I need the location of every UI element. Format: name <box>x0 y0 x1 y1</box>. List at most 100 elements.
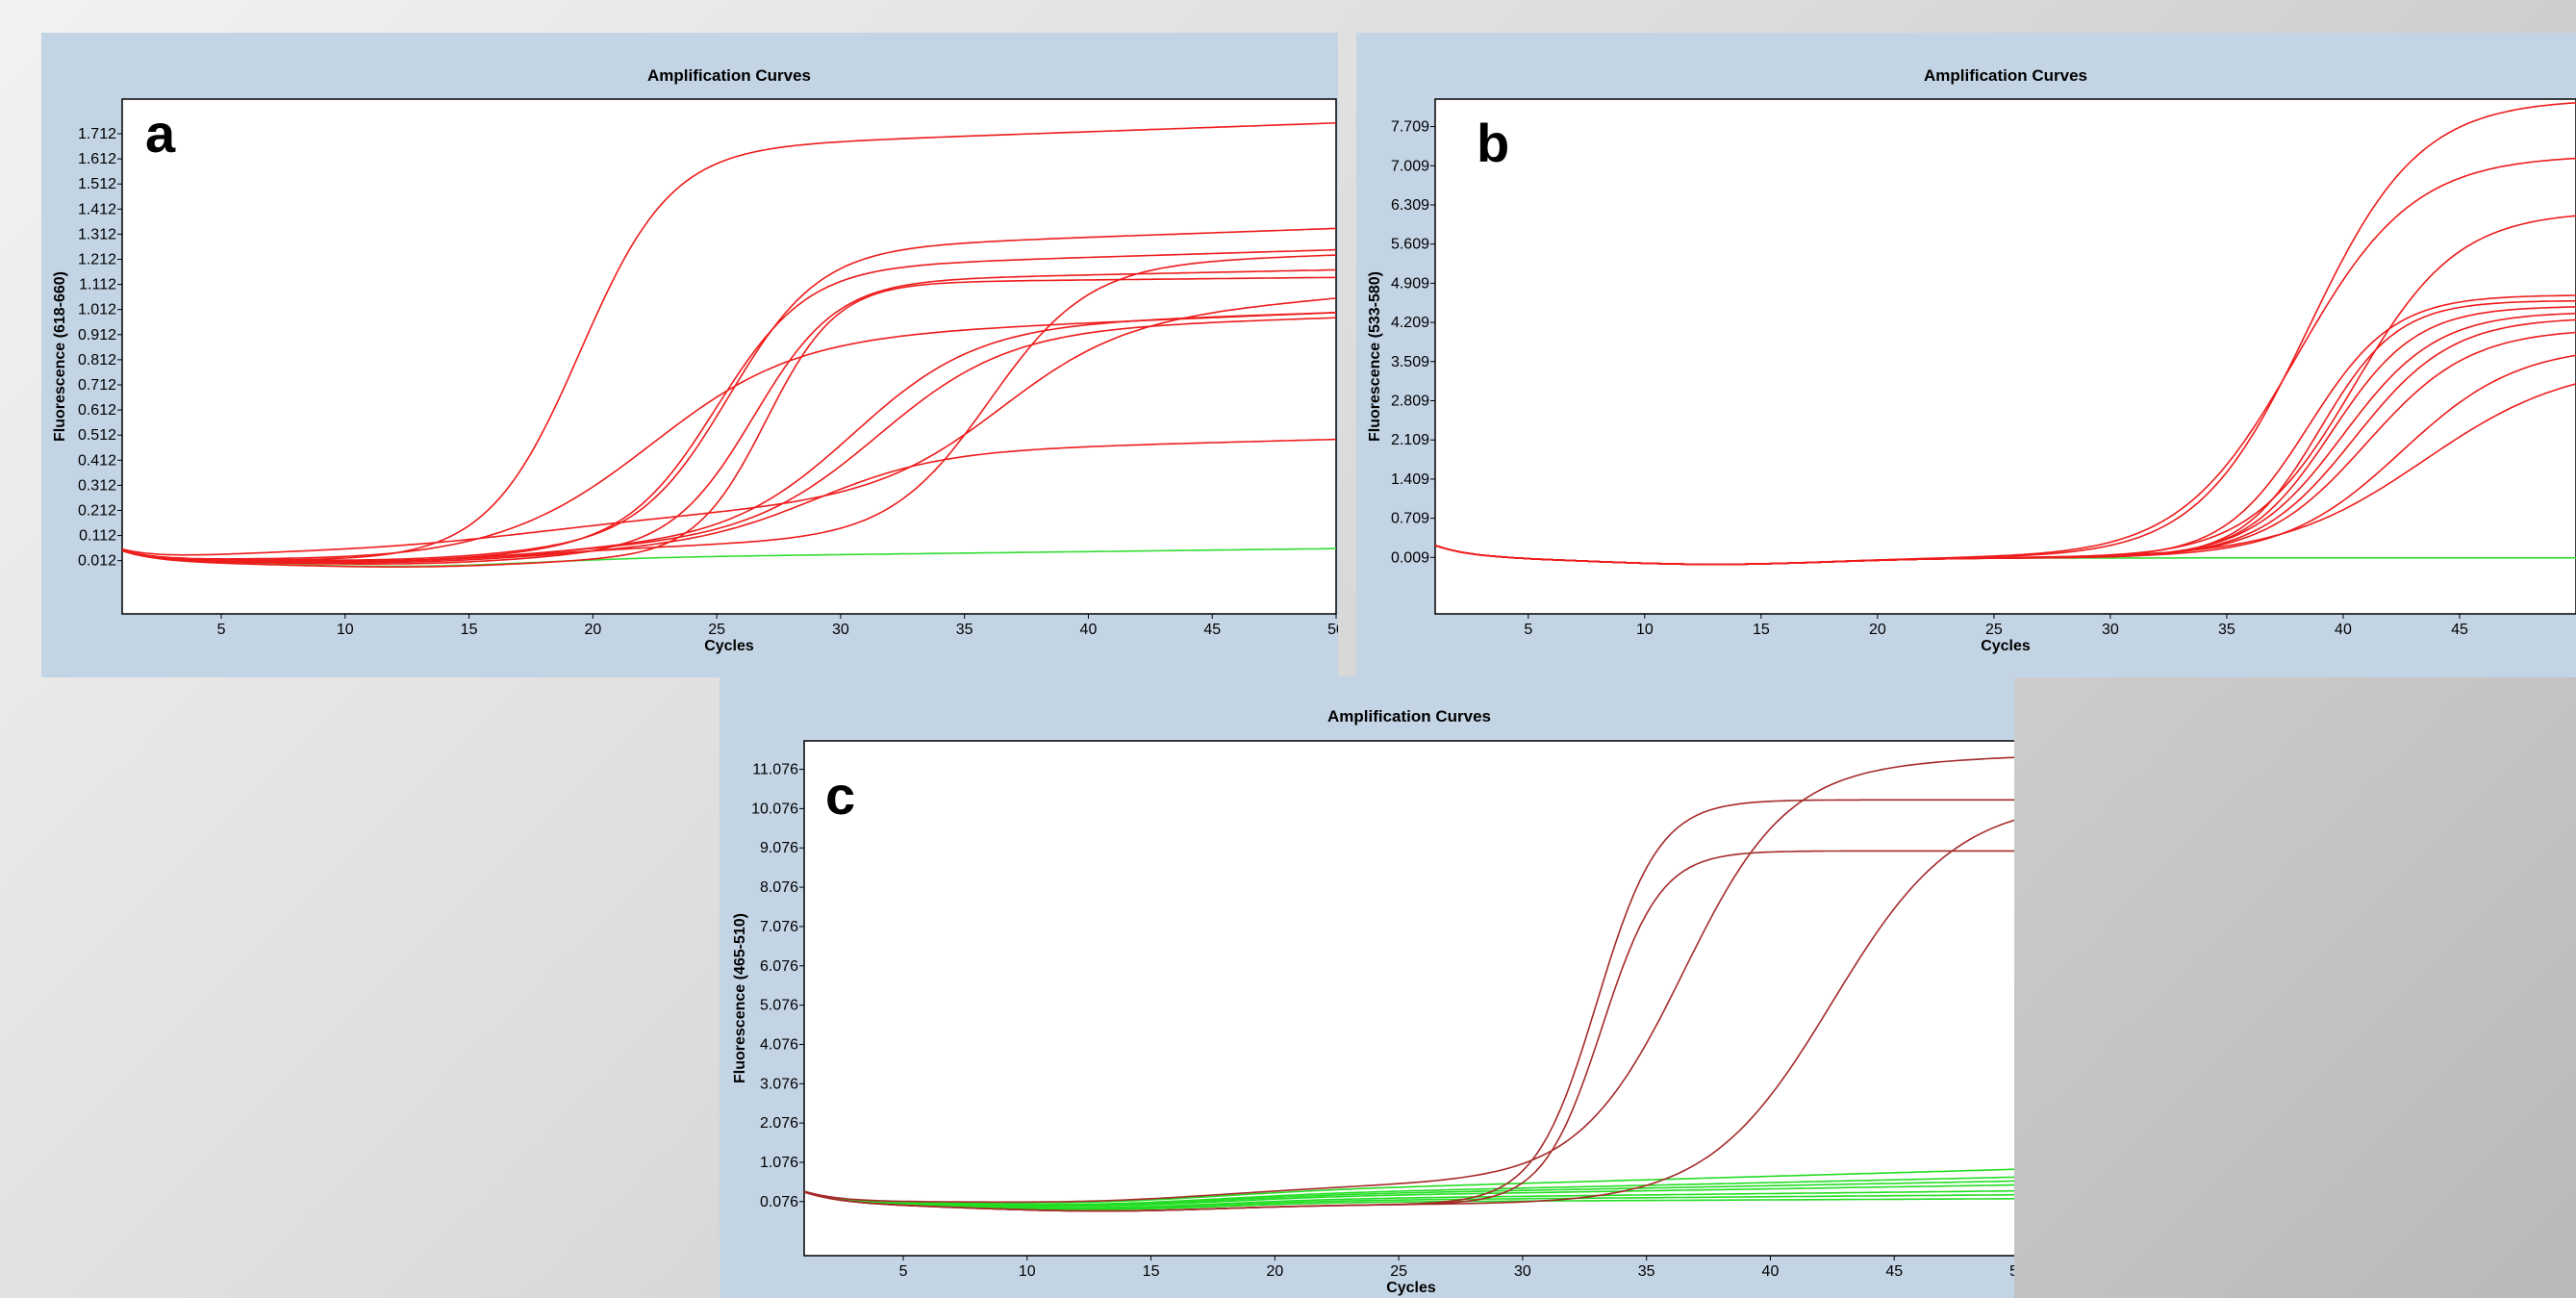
y-tick-label: 6.076 <box>760 958 798 975</box>
x-tick-label: 50 <box>1327 622 1338 638</box>
y-tick-label: 8.076 <box>760 879 798 896</box>
y-tick-label: 0.112 <box>79 528 116 545</box>
series-line-2 <box>122 227 1336 562</box>
x-tick-label: 10 <box>1636 622 1654 638</box>
x-tick-label: 25 <box>1390 1263 1407 1280</box>
y-axis-label: Fluorescence (533-580) <box>1367 271 1383 442</box>
chart-b-svg: Amplification Curves 0.009 0.709 1.409 2.109… <box>1367 66 2576 654</box>
x-tick-label: 50 <box>2009 1263 2014 1280</box>
series-line-5 <box>122 276 1336 568</box>
y-tick-label: 0.076 <box>760 1194 798 1210</box>
plot-area <box>1434 98 2576 615</box>
x-tick-label: 45 <box>2451 622 2468 638</box>
x-tick-label: 40 <box>2335 622 2352 638</box>
y-tick-label: 9.076 <box>760 840 798 856</box>
series-line-11 <box>804 1190 2014 1209</box>
series-line-4 <box>804 819 2014 1212</box>
x-tick-label: 30 <box>832 622 849 638</box>
y-tick-label: 1.612 <box>78 151 116 167</box>
x-tick-label: 10 <box>337 622 354 638</box>
x-tick-label: 5 <box>899 1263 908 1280</box>
y-tick-label: 4.209 <box>1391 315 1429 331</box>
series-line-11 <box>122 297 1336 556</box>
series-line-11 <box>1435 383 2576 566</box>
x-tick-label: 40 <box>1080 622 1098 638</box>
y-tick-label: 1.712 <box>78 126 116 142</box>
y-tick-label: 7.709 <box>1391 119 1429 136</box>
y-tick-label: 3.509 <box>1391 354 1429 370</box>
x-tick-label: 45 <box>1203 622 1221 638</box>
panel-label: c <box>825 765 855 826</box>
x-axis-label: Cycles <box>1386 1280 1436 1296</box>
curves <box>122 122 1336 568</box>
y-tick-label: 7.076 <box>760 919 798 935</box>
y-tick-label: 0.009 <box>1391 549 1429 566</box>
y-tick-label: 10.076 <box>751 801 798 817</box>
plot-area <box>803 740 2014 1257</box>
x-axis-label: Cycles <box>1981 638 2031 654</box>
y-tick-label: 5.076 <box>760 998 798 1014</box>
x-tick-label: 15 <box>1143 1263 1160 1280</box>
y-tick-label: 1.212 <box>78 252 116 268</box>
y-tick-label: 1.076 <box>760 1155 798 1171</box>
x-tick-label: 20 <box>1266 1263 1283 1280</box>
chart-panel-b: Amplification Curves 0.009 0.709 1.409 2.109… <box>1356 33 2576 677</box>
curves <box>804 756 2014 1212</box>
y-tick-label: 0.812 <box>78 352 116 369</box>
y-tick-label: 4.076 <box>760 1036 798 1053</box>
y-tick-label: 0.512 <box>78 427 116 444</box>
x-tick-label: 30 <box>1514 1263 1531 1280</box>
chart-title: Amplification Curves <box>1327 707 1491 725</box>
series-line-10 <box>804 1176 2014 1206</box>
curves <box>1435 102 2576 566</box>
y-tick-label: 1.112 <box>79 277 116 293</box>
series-line-8 <box>804 1183 2014 1208</box>
y-tick-label: 1.312 <box>78 226 116 242</box>
y-tick-label: 0.212 <box>78 502 116 519</box>
series-line-9 <box>122 438 1336 564</box>
y-tick-label: 5.609 <box>1391 237 1429 253</box>
x-tick-label: 25 <box>708 622 725 638</box>
y-tick-label: 6.309 <box>1391 197 1429 214</box>
y-tick-label: 1.012 <box>78 302 116 318</box>
chart-c-svg: Amplification Curves 0.076 1.076 2.076 3.076… <box>732 707 2014 1296</box>
x-tick-label: 25 <box>1985 622 2003 638</box>
chart-title: Amplification Curves <box>1924 66 2087 85</box>
y-tick-label: 1.412 <box>78 201 116 217</box>
plot-area <box>121 98 1337 615</box>
y-tick-label: 0.412 <box>78 452 116 469</box>
x-tick-label: 45 <box>1885 1263 1903 1280</box>
chart-title: Amplification Curves <box>647 66 811 85</box>
x-tick-label: 15 <box>461 622 478 638</box>
series-line-3 <box>804 756 2014 1204</box>
y-tick-label: 4.909 <box>1391 275 1429 292</box>
series-line-10 <box>122 254 1336 563</box>
y-tick-label: 0.709 <box>1391 511 1429 527</box>
x-tick-label: 20 <box>584 622 601 638</box>
x-axis-label: Cycles <box>704 638 754 654</box>
x-tick-label: 35 <box>956 622 973 638</box>
y-axis-label: Fluorescence (618-660) <box>52 271 68 442</box>
x-tick-label: 35 <box>1638 1263 1655 1280</box>
y-tick-label: 1.409 <box>1391 471 1429 488</box>
y-tick-label: 0.312 <box>78 477 116 494</box>
y-tick-label: 3.076 <box>760 1076 798 1092</box>
y-tick-label: 7.009 <box>1391 158 1429 174</box>
x-tick-label: 40 <box>1762 1263 1780 1280</box>
y-axis-label: Fluorescence (465-510) <box>732 913 748 1083</box>
x-tick-label: 5 <box>217 622 226 638</box>
x-tick-label: 15 <box>1753 622 1770 638</box>
x-tick-label: 20 <box>1869 622 1886 638</box>
panel-label: b <box>1477 113 1509 173</box>
panel-label: a <box>145 103 176 164</box>
x-tick-label: 10 <box>1019 1263 1036 1280</box>
chart-panel-a: Amplification Curves 0.012 0.112 0.212 0.312… <box>41 33 1338 677</box>
series-line-4 <box>122 268 1336 565</box>
y-tick-label: 2.109 <box>1391 432 1429 448</box>
x-tick-label: 30 <box>2102 622 2119 638</box>
y-tick-label: 0.012 <box>78 553 116 570</box>
y-tick-label: 1.512 <box>78 176 116 192</box>
x-tick-label: 35 <box>2218 622 2235 638</box>
chart-a-svg: Amplification Curves 0.012 0.112 0.212 0.312… <box>52 66 1338 654</box>
series-line-1 <box>122 122 1336 561</box>
